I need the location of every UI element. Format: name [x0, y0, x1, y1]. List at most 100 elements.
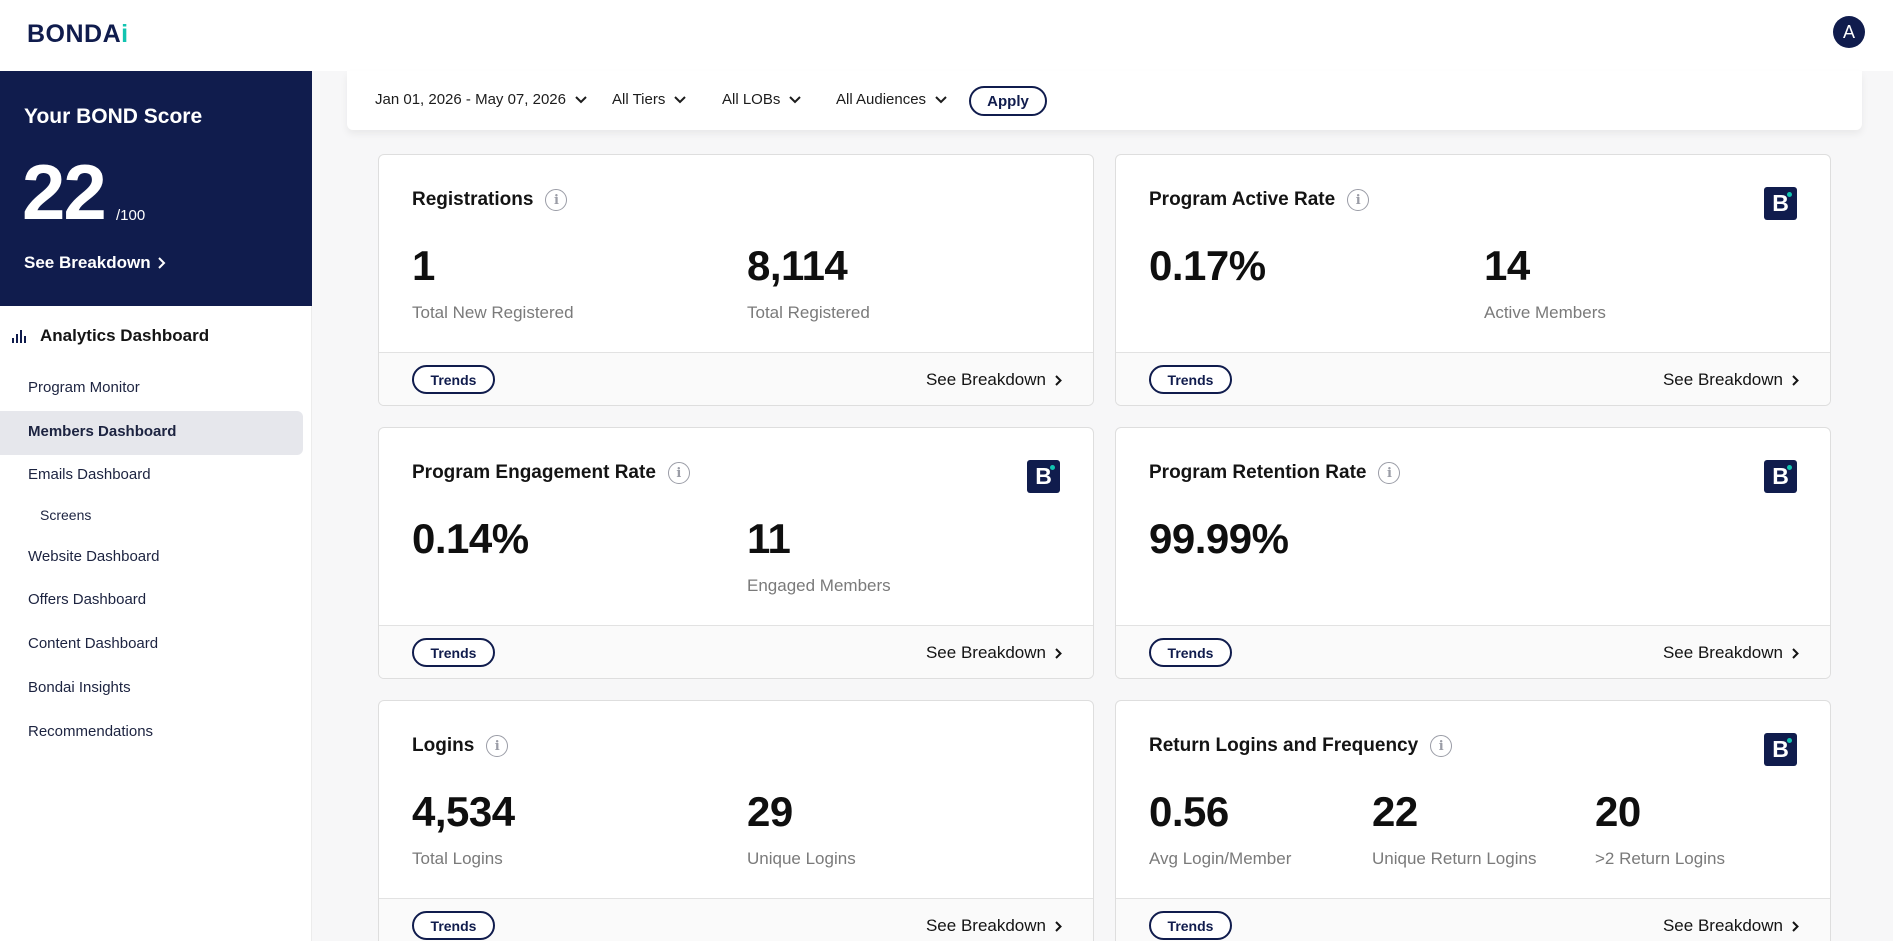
- badge-dot: [1050, 465, 1055, 470]
- sidebar-item-content-dashboard[interactable]: Content Dashboard: [28, 635, 159, 652]
- date-range-filter[interactable]: Jan 01, 2026 - May 07, 2026: [375, 91, 588, 108]
- card-title-text: Program Retention Rate: [1149, 462, 1367, 483]
- badge-letter: B: [1772, 736, 1789, 762]
- metric-value: 14: [1484, 242, 1530, 289]
- date-range-value: Jan 01, 2026 - May 07, 2026: [375, 91, 566, 108]
- metric-label: Avg Login/Member: [1149, 849, 1292, 868]
- apply-button[interactable]: Apply: [969, 86, 1047, 116]
- info-icon[interactable]: i: [1347, 189, 1370, 211]
- metric-label: Total New Registered: [412, 303, 574, 322]
- see-breakdown-link[interactable]: See Breakdown: [1663, 916, 1800, 936]
- card-footer: Trends See Breakdown: [379, 898, 1093, 941]
- card-title-text: Program Active Rate: [1149, 189, 1336, 210]
- bar-chart-icon: [12, 329, 28, 343]
- user-avatar[interactable]: A: [1833, 16, 1865, 48]
- card-title: Program Engagement Rate i: [412, 462, 690, 484]
- badge-letter: B: [1035, 463, 1052, 489]
- sidebar-item-screens[interactable]: Screens: [40, 507, 92, 523]
- metric-value: 22: [1372, 788, 1418, 835]
- program-active-rate-card: Program Active Rate i B 0.17% 14 Active …: [1115, 154, 1831, 406]
- score-see-breakdown-link[interactable]: See Breakdown: [24, 253, 167, 273]
- score-link-label: See Breakdown: [24, 253, 151, 272]
- bond-badge-icon: B: [1764, 733, 1797, 766]
- breakdown-label: See Breakdown: [1662, 916, 1783, 935]
- card-title-text: Registrations: [412, 189, 534, 210]
- see-breakdown-link[interactable]: See Breakdown: [926, 916, 1063, 936]
- lobs-filter[interactable]: All LOBs: [722, 91, 802, 108]
- sidebar-item-emails-dashboard[interactable]: Emails Dashboard: [28, 466, 151, 483]
- see-breakdown-link[interactable]: See Breakdown: [926, 643, 1063, 663]
- sidebar-item-offers-dashboard[interactable]: Offers Dashboard: [28, 591, 147, 608]
- chevron-right-icon: [1055, 920, 1062, 932]
- metric-value: 99.99%: [1149, 515, 1289, 562]
- badge-dot: [1787, 465, 1792, 470]
- analytics-dashboard-header[interactable]: Analytics Dashboard: [12, 326, 209, 346]
- badge-dot: [1787, 738, 1792, 743]
- sidebar-item-program-monitor[interactable]: Program Monitor: [28, 379, 140, 396]
- trends-button[interactable]: Trends: [1149, 911, 1232, 940]
- breakdown-label: See Breakdown: [1662, 370, 1783, 389]
- metric-label: Total Registered: [747, 303, 870, 322]
- tiers-filter[interactable]: All Tiers: [612, 91, 687, 108]
- chevron-right-icon: [1055, 374, 1062, 386]
- card-title: Program Retention Rate i: [1149, 462, 1401, 484]
- chevron-right-icon: [1055, 647, 1062, 659]
- info-icon[interactable]: i: [486, 735, 509, 757]
- metric-label: Active Members: [1484, 303, 1606, 322]
- card-title-text: Program Engagement Rate: [412, 462, 656, 483]
- trends-button[interactable]: Trends: [412, 911, 495, 940]
- chevron-right-icon: [1792, 647, 1799, 659]
- trends-button[interactable]: Trends: [412, 365, 495, 394]
- see-breakdown-link[interactable]: See Breakdown: [1663, 370, 1800, 390]
- metric-label: Total Logins: [412, 849, 503, 868]
- sidebar-item-bondai-insights[interactable]: Bondai Insights: [28, 679, 131, 696]
- info-icon[interactable]: i: [1430, 735, 1453, 757]
- card-footer: Trends See Breakdown: [1116, 625, 1830, 678]
- card-title-text: Return Logins and Frequency: [1149, 735, 1419, 756]
- sidebar-item-members-dashboard[interactable]: Members Dashboard: [28, 423, 177, 440]
- badge-letter: B: [1772, 463, 1789, 489]
- bond-badge-icon: B: [1764, 460, 1797, 493]
- metric-value: 4,534: [412, 788, 515, 835]
- filter-bar: Jan 01, 2026 - May 07, 2026 All Tiers Al…: [347, 71, 1862, 130]
- info-icon[interactable]: i: [545, 189, 568, 211]
- card-title: Return Logins and Frequency i: [1149, 735, 1453, 757]
- metric-value: 0.56: [1149, 788, 1229, 835]
- breakdown-label: See Breakdown: [925, 643, 1046, 662]
- metric-label: Engaged Members: [747, 576, 891, 595]
- trends-button[interactable]: Trends: [1149, 638, 1232, 667]
- metric-value: 11: [747, 515, 791, 562]
- score-max: /100: [116, 207, 146, 224]
- score-value: 22: [22, 148, 107, 236]
- bond-badge-icon: B: [1027, 460, 1060, 493]
- active-nav-highlight: [0, 411, 303, 455]
- nav-header-label: Analytics Dashboard: [40, 326, 210, 345]
- sidebar-item-recommendations[interactable]: Recommendations: [28, 723, 154, 740]
- lobs-value: All LOBs: [722, 91, 781, 108]
- bondai-logo[interactable]: BONDAi: [27, 20, 129, 48]
- badge-letter: B: [1772, 190, 1789, 216]
- card-footer: Trends See Breakdown: [1116, 898, 1830, 941]
- program-retention-rate-card: Program Retention Rate i B 99.99% Trends…: [1115, 427, 1831, 679]
- trends-button[interactable]: Trends: [412, 638, 495, 667]
- metric-value: 8,114: [747, 242, 848, 289]
- chevron-down-icon: [789, 95, 802, 103]
- info-icon[interactable]: i: [1378, 462, 1401, 484]
- trends-button[interactable]: Trends: [1149, 365, 1232, 394]
- chevron-right-icon: [1792, 374, 1799, 386]
- see-breakdown-link[interactable]: See Breakdown: [1663, 643, 1800, 663]
- metric-label: Unique Logins: [747, 849, 856, 868]
- info-icon[interactable]: i: [667, 462, 690, 484]
- card-title: Registrations i: [412, 189, 568, 211]
- chevron-right-icon: [1792, 920, 1799, 932]
- program-engagement-rate-card: Program Engagement Rate i B 0.14% 11 Eng…: [378, 427, 1094, 679]
- metric-value: 0.14%: [412, 515, 529, 562]
- card-footer: Trends See Breakdown: [379, 625, 1093, 678]
- sidebar-item-website-dashboard[interactable]: Website Dashboard: [28, 548, 160, 565]
- metric-value: 0.17%: [1149, 242, 1266, 289]
- card-title-text: Logins: [412, 735, 475, 756]
- breakdown-label: See Breakdown: [1662, 643, 1783, 662]
- metric-value: 20: [1595, 788, 1641, 835]
- see-breakdown-link[interactable]: See Breakdown: [926, 370, 1063, 390]
- audiences-filter[interactable]: All Audiences: [836, 91, 948, 108]
